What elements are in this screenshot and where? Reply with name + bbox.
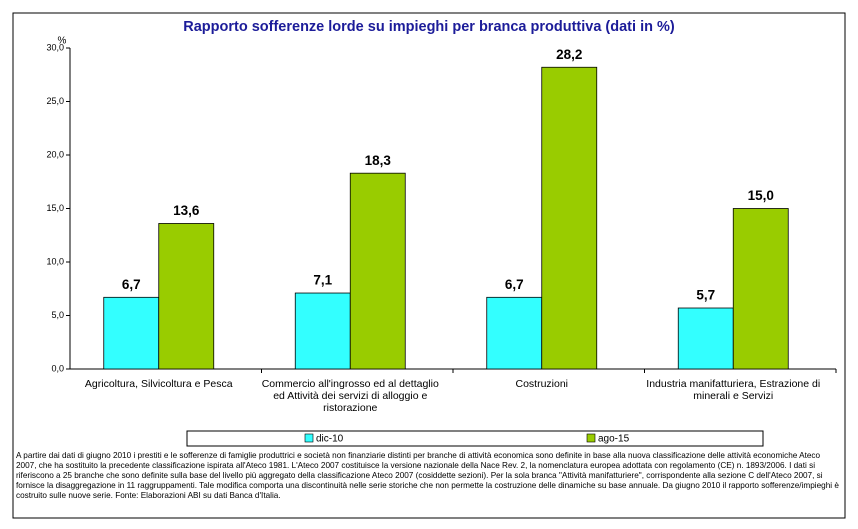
x-tick-label-box: Agricoltura, Silvicoltura e Pesca	[84, 378, 233, 390]
legend	[186, 430, 764, 447]
bar	[294, 292, 351, 370]
caption-box: A partire dai dati di giugno 2010 i pres…	[16, 451, 839, 500]
y-axis-label: %	[58, 36, 67, 47]
value-label: 7,1	[313, 273, 332, 288]
caption: A partire dai dati di giugno 2010 i pres…	[16, 451, 839, 500]
bar	[349, 172, 406, 370]
x-tick-label: Agricoltura, Silvicoltura e Pesca	[84, 378, 233, 390]
legend-swatch	[304, 433, 314, 443]
y-tick-label: 10,0	[46, 256, 64, 266]
x-tick-label: Commercio all'ingrosso ed al dettaglio e…	[261, 378, 439, 414]
y-tick-label: 30,0	[46, 42, 64, 52]
y-tick-label: 0,0	[51, 363, 64, 373]
x-tick-label-box: Commercio all'ingrosso ed al dettaglio e…	[261, 378, 439, 414]
x-tick-label: Industria manifatturiera, Estrazione di …	[646, 378, 821, 402]
bar	[541, 66, 598, 370]
value-label: 18,3	[365, 153, 392, 168]
y-tick-label: 5,0	[51, 310, 64, 320]
legend-label: dic-10	[316, 434, 344, 445]
y-tick-label: 15,0	[46, 203, 64, 213]
bar	[103, 296, 160, 370]
bar	[677, 307, 734, 370]
value-label: 6,7	[122, 277, 141, 292]
bar	[158, 223, 215, 370]
x-tick-label-box: Industria manifatturiera, Estrazione di …	[646, 378, 821, 402]
legend-label: ago-15	[598, 434, 630, 445]
x-tick-label: Costruzioni	[515, 378, 569, 390]
value-label: 5,7	[696, 288, 715, 303]
value-label: 15,0	[748, 188, 774, 203]
value-label: 6,7	[505, 277, 524, 292]
bar	[732, 208, 789, 370]
legend-swatch	[586, 433, 596, 443]
y-tick-label: 25,0	[46, 96, 64, 106]
value-label: 13,6	[173, 203, 200, 218]
value-label: 28,2	[556, 47, 582, 62]
chart-title: Rapporto sofferenze lorde su impieghi pe…	[183, 19, 675, 35]
y-tick-label: 20,0	[46, 149, 64, 159]
x-tick-label-box: Costruzioni	[515, 378, 569, 390]
bar	[486, 296, 543, 370]
